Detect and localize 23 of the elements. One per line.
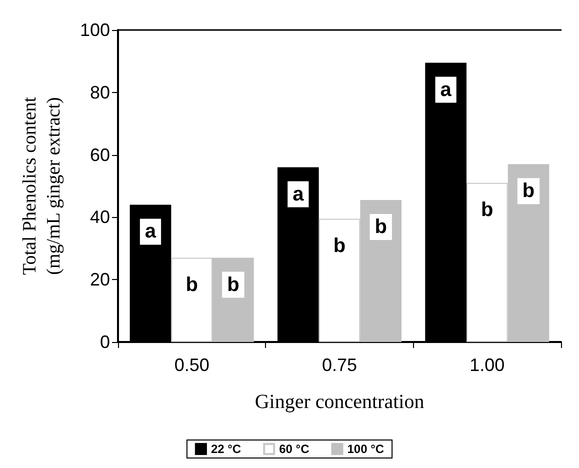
x-tick-label: 0.75 xyxy=(322,355,358,375)
y-tick-label: 0 xyxy=(100,332,110,352)
x-tick-label: 1.00 xyxy=(470,355,505,375)
x-axis-title: Ginger concentration xyxy=(254,391,424,413)
legend-label: 22 °C xyxy=(210,442,242,456)
data-label: b xyxy=(522,180,535,202)
y-tick-label: 20 xyxy=(90,270,110,290)
data-label: b xyxy=(333,234,346,257)
y-tick-label: 80 xyxy=(90,82,110,102)
legend-label: 100 °C xyxy=(347,442,384,456)
y-tick-label: 40 xyxy=(90,207,110,228)
data-label: a xyxy=(292,183,305,206)
data-label: b xyxy=(481,198,494,221)
x-tick-label: 0.50 xyxy=(174,355,210,375)
y-tick-label: 100 xyxy=(80,20,110,40)
data-label: b xyxy=(374,216,387,238)
y-tick-label: 60 xyxy=(90,144,110,165)
data-label: a xyxy=(440,78,452,101)
y-axis-title: Total Phenolics content (mg/mL ginger extract) xyxy=(20,96,64,276)
data-label: b xyxy=(186,274,198,296)
data-label: b xyxy=(227,274,240,296)
data-label: a xyxy=(144,220,157,243)
legend-label: 60 °C xyxy=(279,442,310,456)
